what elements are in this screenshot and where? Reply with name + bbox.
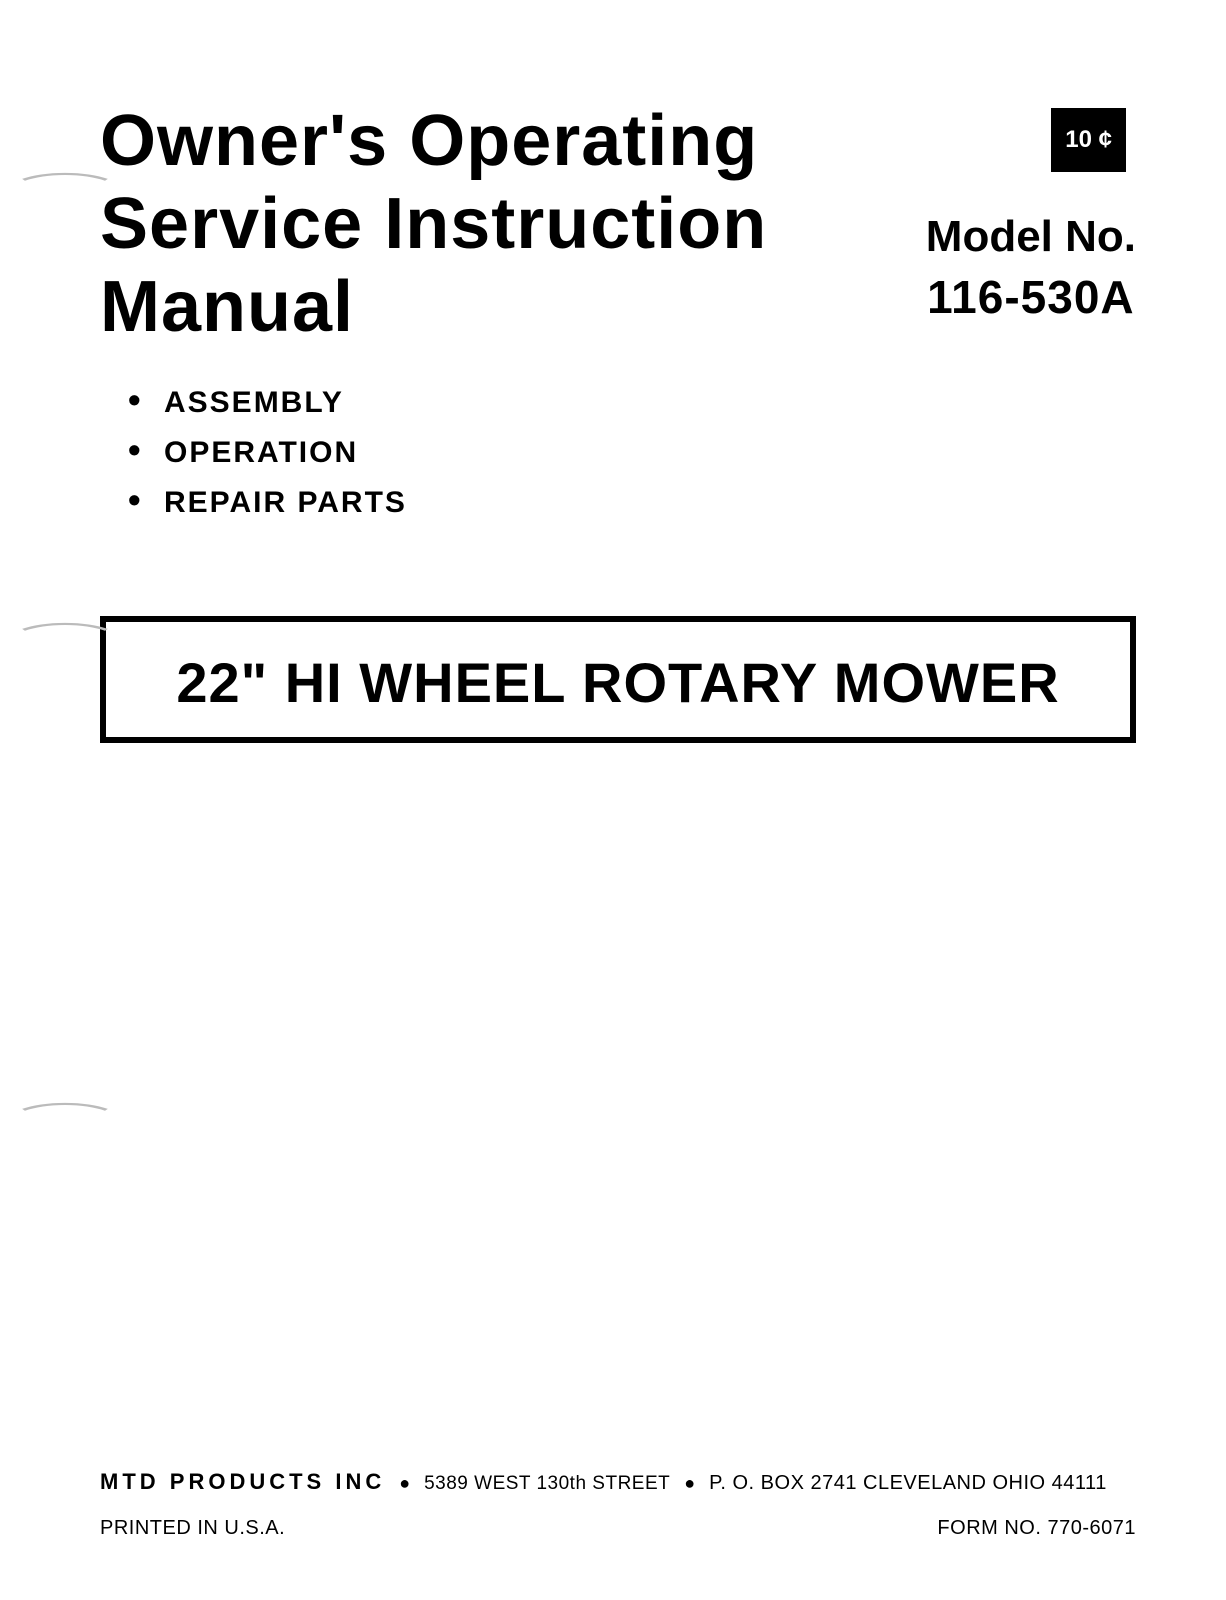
model-label: Model No. xyxy=(926,212,1136,262)
page-curl-mark: ⌒ xyxy=(20,1094,110,1137)
footer-printed: PRINTED IN U.S.A. xyxy=(100,1517,285,1540)
right-column: 10 ¢ Model No. 116-530A xyxy=(826,100,1136,324)
footer: MTD PRODUCTS INC ● 5389 WEST 130th STREE… xyxy=(100,1469,1136,1540)
title-line-1: Owner's Operating xyxy=(100,100,826,183)
title-block: Owner's Operating Service Instruction Ma… xyxy=(100,100,826,536)
bullet-icon: ● xyxy=(399,1473,410,1494)
footer-line-1: MTD PRODUCTS INC ● 5389 WEST 130th STREE… xyxy=(100,1469,1136,1495)
main-title: Owner's Operating Service Instruction Ma… xyxy=(100,100,826,348)
header-row: Owner's Operating Service Instruction Ma… xyxy=(100,100,1136,536)
topic-item: ASSEMBLY xyxy=(128,386,826,420)
title-line-3: Manual xyxy=(100,266,826,349)
footer-pobox: P. O. BOX 2741 CLEVELAND OHIO 44111 xyxy=(709,1472,1107,1495)
price-box: 10 ¢ xyxy=(1051,108,1126,172)
title-line-2: Service Instruction xyxy=(100,183,826,266)
footer-street: 5389 WEST 130th STREET xyxy=(424,1473,670,1495)
bullet-icon: ● xyxy=(684,1473,695,1494)
topics-list: ASSEMBLY OPERATION REPAIR PARTS xyxy=(128,386,826,520)
page-curl-mark: ⌒ xyxy=(20,614,110,657)
footer-company: MTD PRODUCTS INC xyxy=(100,1469,385,1495)
topic-item: REPAIR PARTS xyxy=(128,486,826,520)
product-title: 22" HI WHEEL ROTARY MOWER xyxy=(126,650,1110,715)
product-title-box: 22" HI WHEEL ROTARY MOWER xyxy=(100,616,1136,743)
topic-item: OPERATION xyxy=(128,436,826,470)
page-curl-mark: ⌒ xyxy=(20,164,110,207)
footer-line-2: PRINTED IN U.S.A. FORM NO. 770-6071 xyxy=(100,1517,1136,1540)
model-number: 116-530A xyxy=(926,270,1136,324)
footer-form-number: FORM NO. 770-6071 xyxy=(937,1517,1136,1540)
model-block: Model No. 116-530A xyxy=(926,212,1136,324)
